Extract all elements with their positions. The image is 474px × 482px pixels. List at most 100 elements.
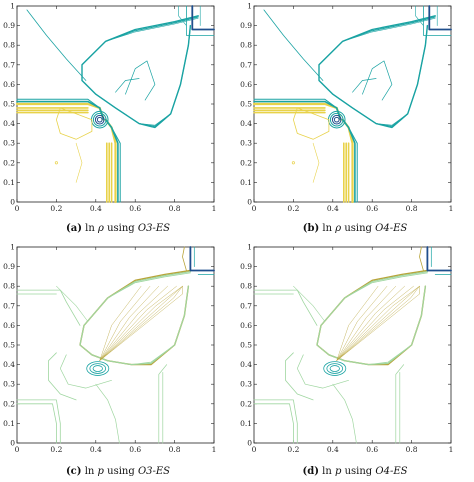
y-tick-label: 0.6 [3,80,15,89]
x-tick-label: 0.4 [90,204,102,213]
panel-d: 0 0.2 0.4 0.6 0.8 1 0 0.1 0.2 0.3 0.4 0.5 0.6 0.7 0.8 0… [237,241,474,482]
y-tick-label: 0.8 [240,282,252,291]
corner-contour [189,246,215,272]
vortex-contour [94,114,105,125]
x-tick-label: 0 [15,445,20,454]
y-tick-label: 0.7 [3,301,15,310]
jet-contour [342,119,358,203]
corner-contour [178,5,187,26]
y-tick-label: 0 [247,198,252,207]
inner-contour [312,142,320,183]
x-tick-label: 0.4 [327,204,339,213]
outer-contour [395,364,405,444]
inner-contour [362,60,393,101]
y-tick-label: 0.7 [240,60,252,69]
y-tick-label: 0 [247,439,252,448]
caption-d: (d) ln p using O4-ES [302,466,408,477]
vortex-contour [333,116,340,123]
x-tick-label: 1 [449,445,454,454]
outer-contour [16,403,57,444]
corner-contour [186,5,215,36]
corner-contour [423,5,452,36]
y-tick-label: 0.8 [3,282,15,291]
contour-plot-a: 0 0.2 0.4 0.6 0.8 1 0 0.1 0.2 0.3 0.4 0.5 0.6 0.7 0.8 0… [3,2,216,214]
x-tick-label: 1 [449,204,454,213]
inner-contour [115,78,140,93]
vortex-contour [86,361,110,376]
corner-contour [191,5,215,31]
fan-contour [99,285,183,361]
y-tick-label: 0.1 [3,419,15,428]
x-tick-label: 0.8 [406,445,418,454]
inner-contour [293,107,330,140]
y-tick-label: 0.6 [240,321,252,330]
y-tick-label: 0.1 [240,419,252,428]
y-tick-label: 0.5 [240,341,252,350]
y-tick-label: 0.4 [3,119,15,128]
vortex-contour [323,361,347,376]
y-tick-label: 0.2 [3,399,15,408]
x-tick-label: 1 [212,445,217,454]
y-tick-label: 0.3 [3,380,15,389]
vortex-contour [92,365,103,372]
x-tick-label: 0.6 [129,445,141,454]
fan-contour [99,285,183,361]
y-tick-label: 0.9 [3,262,15,271]
outer-contour [253,403,294,444]
fan-contour [336,285,420,361]
outer-contour [48,352,77,401]
inner-contour [75,142,83,183]
x-tick-label: 0 [15,204,20,213]
fan-contour [336,285,405,361]
inner-contour [352,78,377,93]
panel-a: 0 0.2 0.4 0.6 0.8 1 0 0.1 0.2 0.3 0.4 0.5 0.6 0.7 0.8 0… [0,0,237,241]
caption-c: (c) ln p using O3-ES [65,466,171,477]
fan-contour [336,285,420,361]
fan-contour [336,285,397,361]
vortex-contour [89,363,107,374]
shock-contour [316,271,428,366]
outer-contour [285,352,314,401]
vortex-contour [329,112,344,127]
outer-contour [253,399,298,444]
y-tick-label: 0.9 [240,21,252,30]
y-tick-label: 0.9 [3,21,15,30]
y-tick-label: 0.6 [3,321,15,330]
contour-plot-d: 0 0.2 0.4 0.6 0.8 1 0 0.1 0.2 0.3 0.4 0.5 0.6 0.7 0.8 0… [240,243,454,455]
y-tick-label: 0.1 [240,178,252,187]
x-tick-label: 0.6 [366,445,378,454]
fan-contour [336,285,414,361]
outer-contour [95,383,120,444]
shock-contour [318,17,436,126]
inner-contour [54,161,58,165]
vortex-contour [92,112,107,127]
shock-contour [81,17,199,126]
y-tick-label: 0.9 [240,262,252,271]
outer-contour [332,383,357,444]
caption-b: (b) ln ρ using O4-ES [302,223,408,234]
contour-plot-b: 0 0.2 0.4 0.6 0.8 1 0 0.1 0.2 0.3 0.4 0.5 0.6 0.7 0.8 0… [240,2,454,214]
fan-contour [336,285,379,361]
y-tick-label: 0.5 [240,100,252,109]
shock-contour [316,272,428,365]
fan-contour [99,285,142,361]
vortex-contour [326,363,344,374]
panel-c: 0 0.2 0.4 0.6 0.8 1 0 0.1 0.2 0.3 0.4 0.5 0.6 0.7 0.8 0… [0,241,237,482]
outer-contour [16,399,61,444]
x-tick-label: 0.2 [287,445,299,454]
y-tick-label: 1 [247,243,252,252]
x-tick-label: 0.8 [169,445,181,454]
fan-contour [99,285,177,361]
y-tick-label: 0 [10,439,15,448]
vortex-contour [329,365,340,372]
x-tick-label: 0.8 [169,204,181,213]
fan-contour [99,285,151,361]
x-tick-label: 0 [252,445,257,454]
x-tick-label: 0.6 [129,204,141,213]
outer-contour [293,285,326,322]
y-tick-label: 0.4 [240,119,252,128]
y-tick-label: 0.4 [240,360,252,369]
x-tick-label: 0 [252,204,257,213]
fan-contour [336,285,388,361]
y-tick-label: 1 [10,243,15,252]
